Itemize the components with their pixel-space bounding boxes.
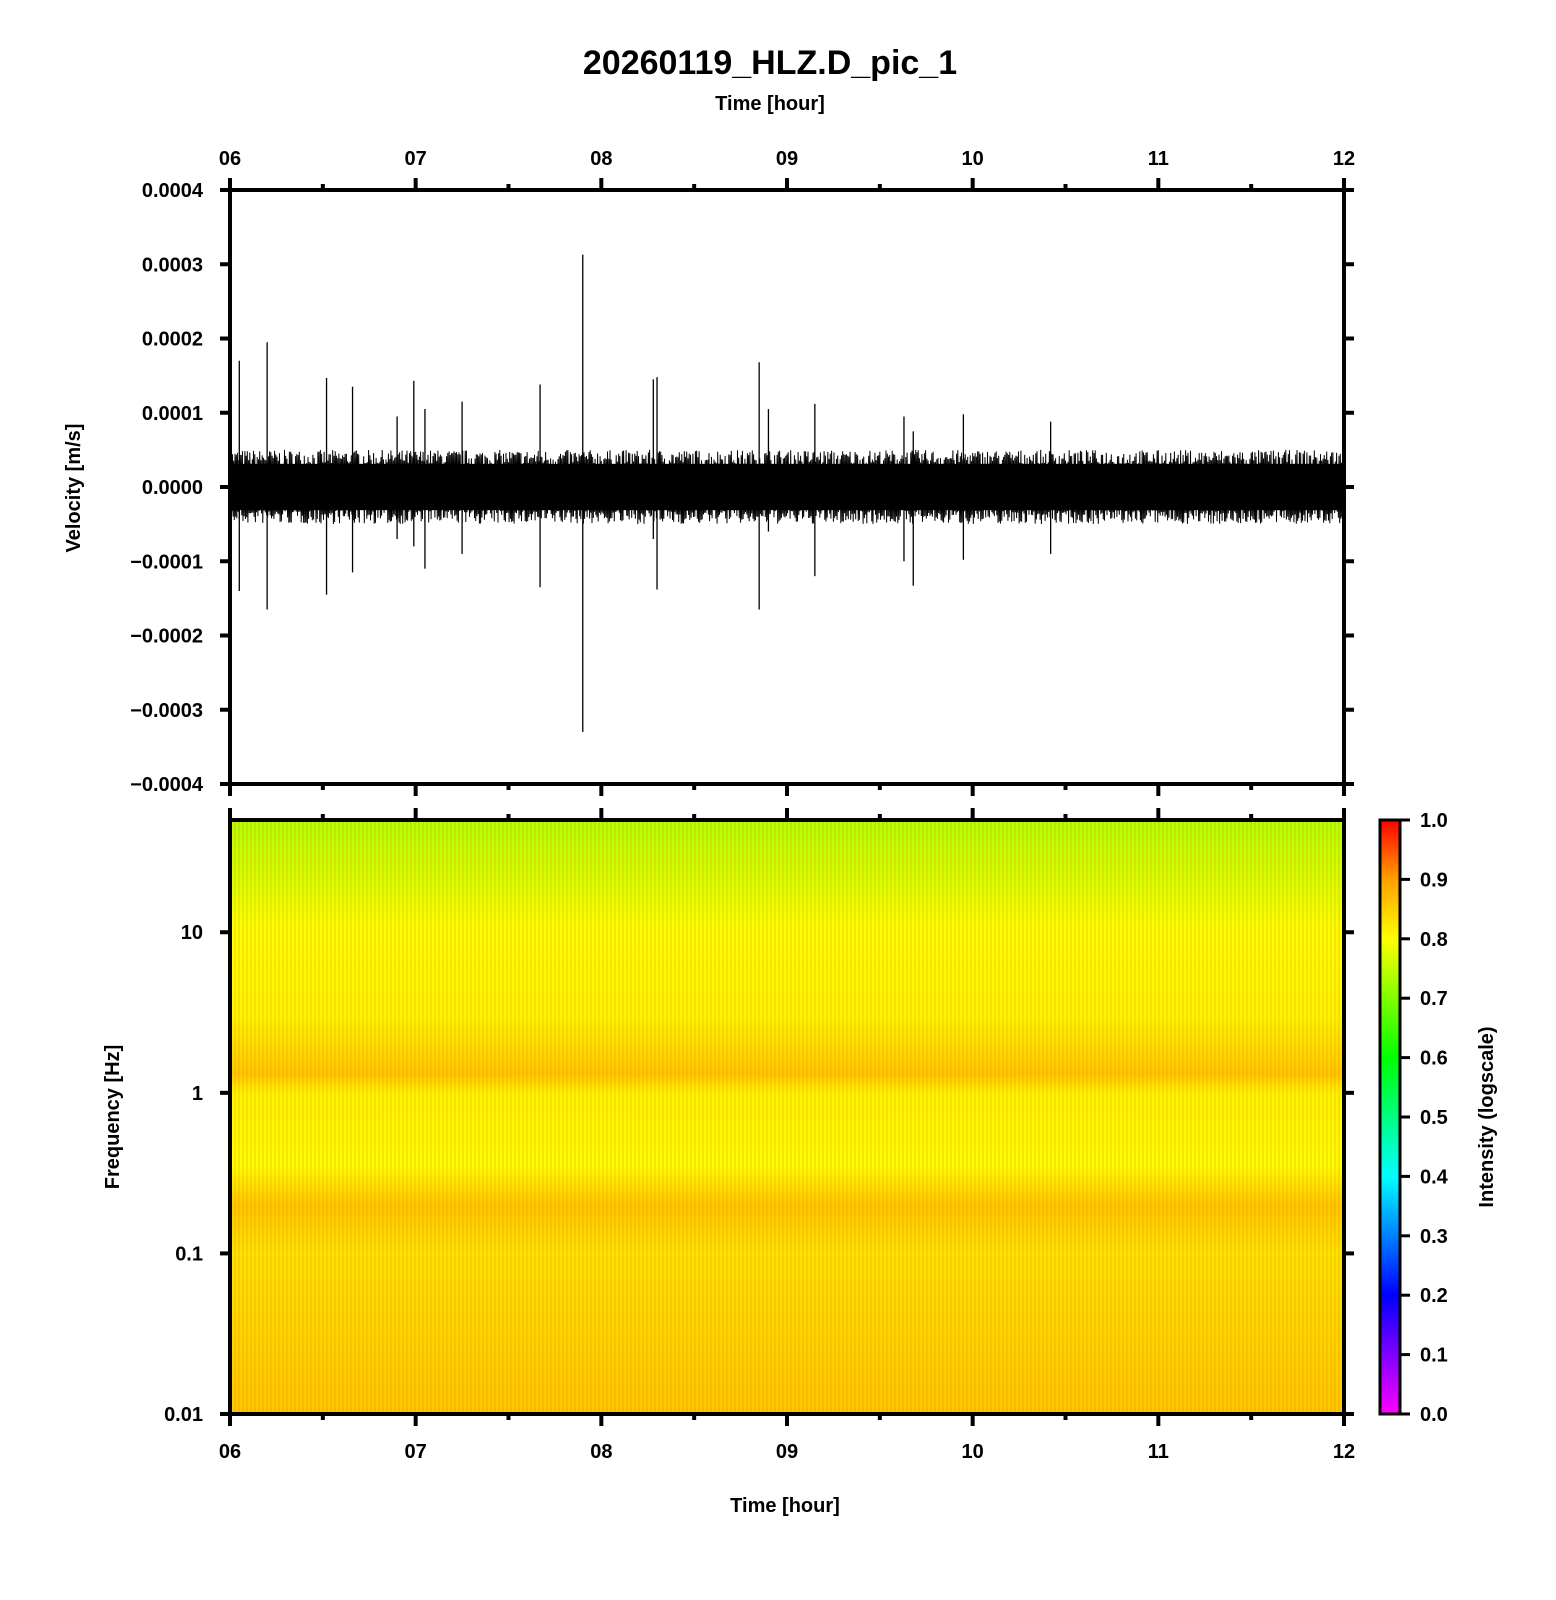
spectrogram-x-tick-label: 10: [962, 1441, 984, 1463]
waveform-top-tick-label: 11: [1148, 148, 1169, 170]
colorbar-tick-label: 0.4: [1420, 1166, 1449, 1188]
spectrogram-x-tick-label: 12: [1333, 1441, 1355, 1463]
waveform-top-tick-label: 09: [776, 148, 798, 170]
spectrogram-x-tick-label: 08: [590, 1441, 612, 1463]
waveform-y-tick-label: −0.0004: [130, 774, 204, 796]
waveform-y-tick-label: −0.0002: [130, 626, 203, 648]
colorbar-tick-label: 0.1: [1420, 1345, 1448, 1367]
waveform-y-tick-labels: 0.0004 0.0003 0.0002 0.0001 0.0000 −0.0001 −0.…: [130, 180, 204, 796]
spectrogram-texture: [230, 820, 1344, 1414]
waveform-ticks: [220, 178, 1354, 796]
colorbar-tick-label: 0.8: [1420, 929, 1448, 951]
colorbar-label: Intensity (logscale): [1476, 1026, 1498, 1207]
waveform-y-tick-label: −0.0001: [130, 551, 203, 573]
waveform-top-tick-label: 08: [590, 148, 612, 170]
spectrogram-x-tick-label: 07: [405, 1441, 427, 1463]
waveform-noise-band: [229, 449, 1345, 525]
figure-title: 20260119_HLZ.D_pic_1: [583, 44, 957, 82]
waveform-y-tick-label: 0.0004: [142, 180, 204, 202]
waveform-ylabel: Velocity [m/s]: [63, 424, 85, 553]
spectrogram-x-tick-label: 11: [1148, 1441, 1169, 1463]
waveform-y-tick-label: −0.0003: [130, 700, 203, 722]
waveform-spikes: [238, 254, 1052, 733]
colorbar-tick-label: 1.0: [1420, 810, 1448, 832]
waveform-top-tick-label: 10: [962, 148, 984, 170]
waveform-top-tick-labels: 06 07 08 09 10 11 12: [219, 148, 1355, 170]
spectrogram-y-tick-label: 0.01: [164, 1404, 203, 1426]
spectrogram-y-tick-label: 1: [192, 1083, 203, 1105]
spectrogram-x-tick-labels: 06 07 08 09 10 11 12: [219, 1441, 1355, 1463]
waveform-panel: 06 07 08 09 10 11 12 0.00040.00030.00020.00010…: [63, 148, 1355, 796]
colorbar: 1.0 0.9 0.8 0.7 0.6 0.5 0.4 0.3 0.2 0.1 0.0 Intens…: [1378, 810, 1498, 1426]
colorbar-scale: [1378, 818, 1402, 1416]
top-xaxis-label: Time [hour]: [715, 93, 825, 115]
waveform-top-tick-label: 12: [1333, 148, 1355, 170]
colorbar-tick-label: 0.7: [1420, 988, 1448, 1010]
spectrogram-x-tick-label: 09: [776, 1441, 798, 1463]
bottom-xaxis-label: Time [hour]: [730, 1495, 840, 1517]
colorbar-tick-label: 0.3: [1420, 1226, 1448, 1248]
spectrogram-y-tick-label: 0.1: [175, 1243, 203, 1265]
colorbar-ticks: 1.0 0.9 0.8 0.7 0.6 0.5 0.4 0.3 0.2 0.1 0.0: [1400, 810, 1449, 1426]
colorbar-tick-label: 0.6: [1420, 1048, 1448, 1070]
spectrogram-ylabel: Frequency [Hz]: [102, 1045, 124, 1189]
waveform-noise-trace: [229, 449, 1345, 525]
waveform-y-tick-label: 0.0002: [142, 329, 203, 351]
waveform-y-tick-label: 0.0003: [142, 254, 203, 276]
colorbar-tick-label: 0.9: [1420, 869, 1448, 891]
waveform-y-tick-label: 0.0001: [142, 403, 203, 425]
waveform-y-tick-label: 0.0000: [142, 477, 203, 499]
spectrogram-y-tick-label: 10: [181, 922, 203, 944]
spectrogram-ticks: [220, 808, 1354, 1426]
spectrogram-x-tick-label: 06: [219, 1441, 241, 1463]
waveform-top-tick-label: 06: [219, 148, 241, 170]
spectrogram-panel: 06 07 08 09 10 11 12 10 1 0.1 0.01 Frequency [Hz]…: [102, 808, 1355, 1517]
spectrogram-y-tick-labels: 10 1 0.1 0.01: [164, 922, 203, 1426]
colorbar-tick-label: 0.2: [1420, 1285, 1448, 1307]
waveform-top-tick-label: 07: [405, 148, 427, 170]
colorbar-tick-label: 0.5: [1420, 1107, 1448, 1129]
colorbar-tick-label: 0.0: [1420, 1404, 1448, 1426]
